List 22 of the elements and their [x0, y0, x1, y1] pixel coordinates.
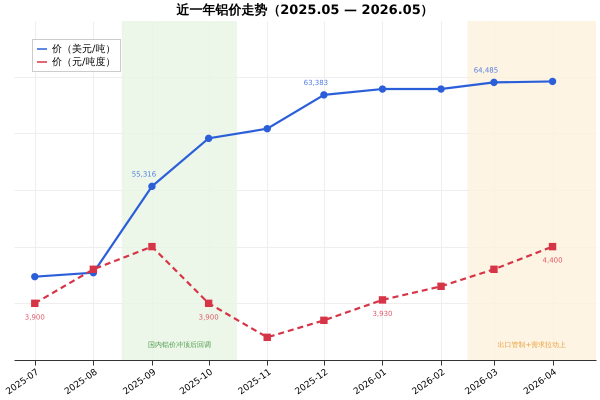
legend-label: 价（元/吨度）	[51, 56, 116, 68]
point	[320, 91, 328, 99]
point	[264, 334, 271, 342]
point	[490, 78, 498, 86]
point	[204, 300, 212, 308]
point	[437, 85, 445, 93]
point	[320, 316, 328, 324]
point	[90, 266, 98, 274]
point	[31, 300, 38, 308]
legend-label: 价（美元/吨）	[51, 43, 116, 55]
point	[31, 272, 38, 280]
point	[204, 134, 212, 142]
point	[264, 125, 271, 132]
point	[437, 282, 445, 290]
point	[148, 242, 156, 250]
point	[378, 296, 386, 304]
point	[548, 242, 556, 250]
point	[490, 266, 498, 274]
chart-title: 近一年铝价走势（2025.05 — 2026.05）	[175, 2, 434, 18]
point	[548, 78, 556, 86]
point	[148, 182, 156, 190]
point	[378, 85, 386, 93]
